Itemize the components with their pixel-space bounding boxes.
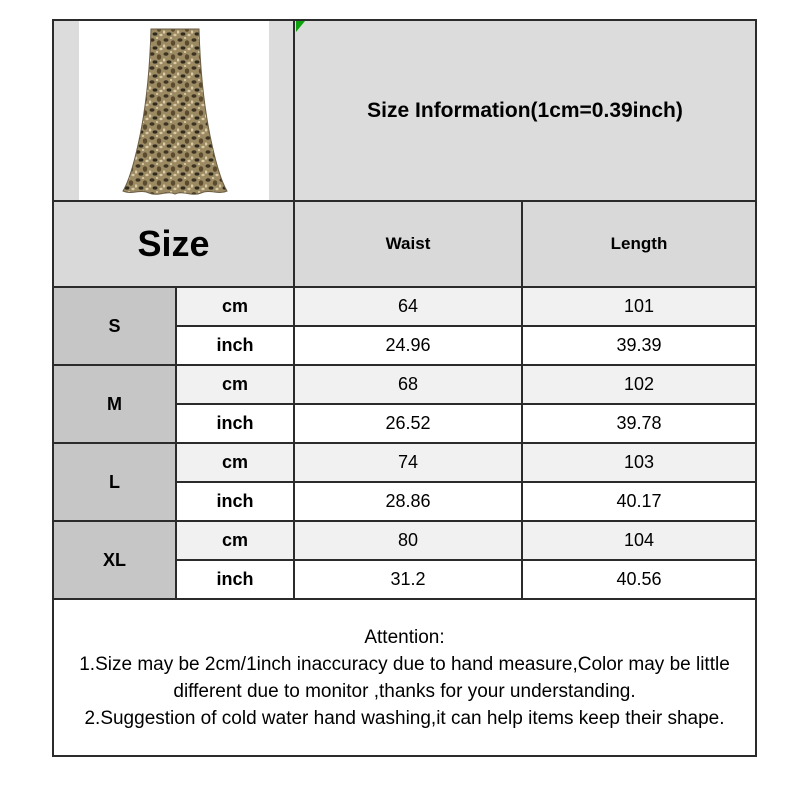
size-info-title: Size Information(1cm=0.39inch)	[367, 98, 683, 122]
waist-value-cell: 74	[293, 442, 523, 483]
waist-value-cell: 68	[293, 364, 523, 405]
waist-value-cell: 64	[293, 286, 523, 327]
table-row-columns: Size Waist Length	[52, 200, 758, 288]
attention-line: different due to monitor ,thanks for you…	[173, 680, 636, 702]
size-info-title-cell: Size Information(1cm=0.39inch)	[292, 19, 758, 202]
unit-cell: cm	[175, 286, 295, 327]
product-image	[78, 22, 269, 199]
waist-value-cell: 31.2	[293, 559, 523, 600]
attention-line: 2.Suggestion of cold water hand washing,…	[84, 707, 725, 729]
table-row: inch 28.86 40.17	[53, 481, 758, 522]
length-value-cell: 101	[520, 286, 758, 327]
waist-value-cell: 80	[293, 520, 523, 561]
unit-cell: inch	[175, 325, 295, 366]
table-row: L cm 74 103	[52, 442, 758, 522]
product-image-cell	[52, 19, 295, 202]
size-label-cell: L	[52, 442, 177, 522]
length-value-cell: 40.56	[520, 559, 758, 600]
unit-cell: cm	[175, 442, 295, 483]
size-label-cell: XL	[52, 520, 177, 600]
unit-cell: inch	[175, 559, 295, 600]
size-label-cell: S	[52, 286, 177, 366]
length-value-cell: 102	[520, 364, 758, 405]
unit-cell: cm	[175, 520, 295, 561]
table-row: S cm 64 101	[52, 286, 758, 366]
attention-text: Attention: 1.Size may be 2cm/1inch inacc…	[51, 598, 758, 757]
corner-marker-icon	[296, 22, 305, 32]
unit-cell: cm	[175, 364, 295, 405]
length-value-cell: 103	[520, 442, 758, 483]
length-value-cell: 104	[520, 520, 758, 561]
table-row: inch 31.2 40.56	[53, 559, 758, 600]
table-row: inch 26.52 39.78	[53, 403, 758, 444]
attention-line: 1.Size may be 2cm/1inch inaccuracy due t…	[79, 653, 730, 675]
size-label-cell: M	[52, 364, 177, 444]
leopard-skirt-image	[121, 28, 228, 195]
table-row-header: Size Information(1cm=0.39inch)	[52, 19, 758, 202]
unit-cell: inch	[175, 481, 295, 522]
waist-value-cell: 26.52	[293, 403, 523, 444]
col-header-size: Size	[52, 200, 295, 288]
attention-heading: Attention:	[364, 626, 445, 648]
col-header-length: Length	[520, 200, 758, 288]
table-row: inch 24.96 39.39	[53, 325, 758, 366]
length-value-cell: 39.39	[520, 325, 758, 366]
waist-value-cell: 28.86	[293, 481, 523, 522]
unit-cell: inch	[175, 403, 295, 444]
table-row: XL cm 80 104	[52, 520, 758, 600]
length-value-cell: 40.17	[520, 481, 758, 522]
table-row: M cm 68 102	[52, 364, 758, 444]
col-header-waist: Waist	[293, 200, 523, 288]
table-row-attention: Attention: 1.Size may be 2cm/1inch inacc…	[51, 598, 758, 757]
waist-value-cell: 24.96	[293, 325, 523, 366]
size-chart-table: Size Information(1cm=0.39inch) Size Wais…	[51, 19, 758, 757]
length-value-cell: 39.78	[520, 403, 758, 444]
